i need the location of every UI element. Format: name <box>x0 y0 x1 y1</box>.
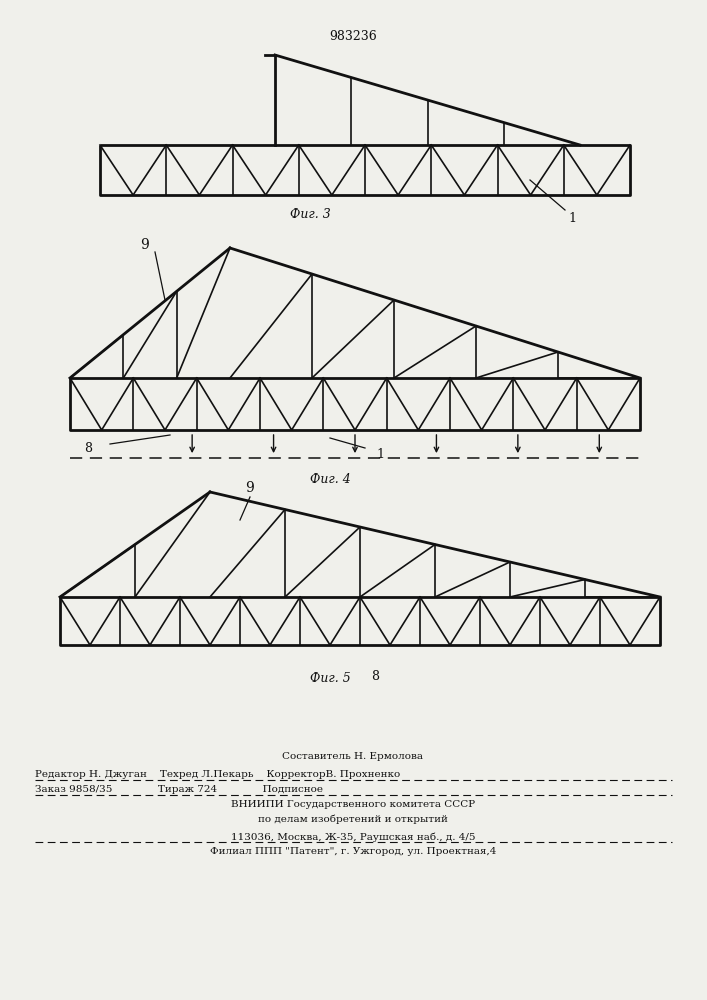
Text: Филиал ППП "Патент", г. Ужгород, ул. Проектная,4: Филиал ППП "Патент", г. Ужгород, ул. Про… <box>210 847 496 856</box>
Text: 8: 8 <box>84 442 92 455</box>
Text: 983236: 983236 <box>329 30 377 43</box>
Text: 113036, Москва, Ж-35, Раушская наб., д. 4/5: 113036, Москва, Ж-35, Раушская наб., д. … <box>230 832 475 842</box>
Text: Составитель Н. Ермолова: Составитель Н. Ермолова <box>283 752 423 761</box>
Text: ВНИИПИ Государственного комитета СССР: ВНИИПИ Государственного комитета СССР <box>231 800 475 809</box>
Text: 9: 9 <box>245 481 254 495</box>
Text: Заказ 9858/35              Тираж 724              Подписное: Заказ 9858/35 Тираж 724 Подписное <box>35 785 323 794</box>
Text: Фиг. 3: Фиг. 3 <box>290 208 330 221</box>
Text: 8: 8 <box>371 670 379 683</box>
Text: 1: 1 <box>376 448 384 461</box>
Text: по делам изобретений и открытий: по делам изобретений и открытий <box>258 815 448 824</box>
Text: Фиг. 4: Фиг. 4 <box>310 473 351 486</box>
Text: Редактор Н. Джуган    Техред Л.Пекарь    КорректорВ. Прохненко: Редактор Н. Джуган Техред Л.Пекарь Корре… <box>35 770 400 779</box>
Text: Фиг. 5: Фиг. 5 <box>310 672 351 685</box>
Text: 9: 9 <box>140 238 148 252</box>
Text: 1: 1 <box>568 212 576 225</box>
